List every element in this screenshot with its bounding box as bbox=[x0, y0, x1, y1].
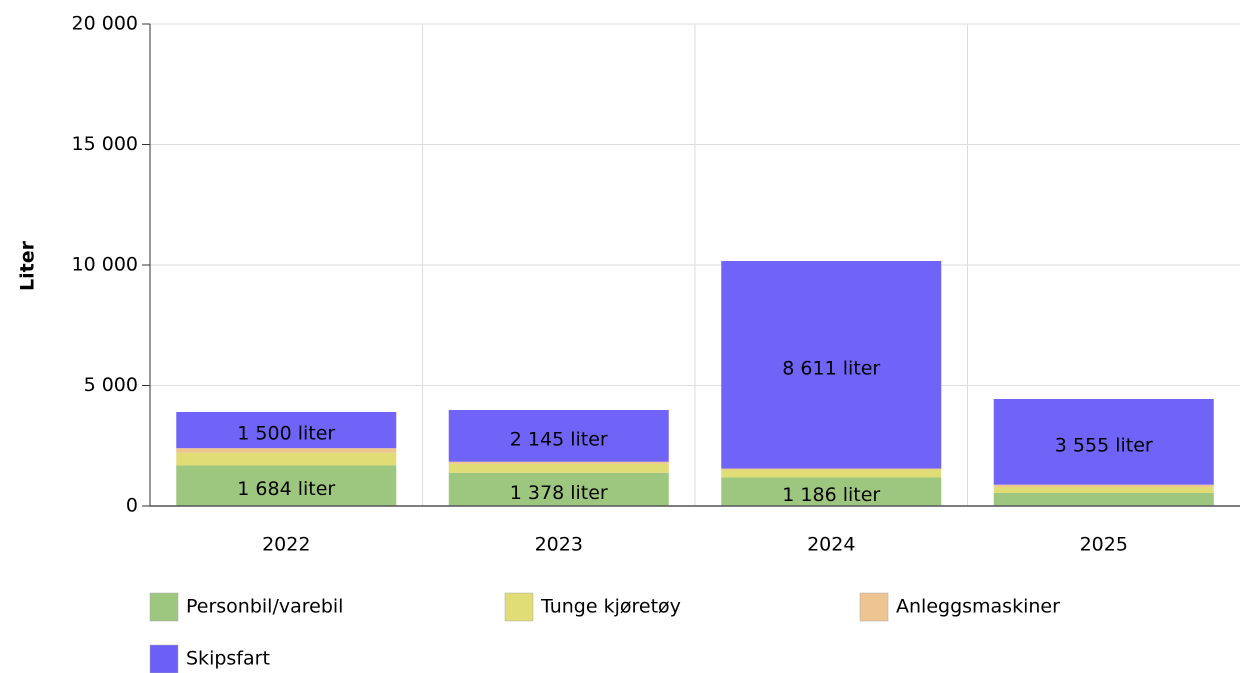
y-axis-label: Liter bbox=[17, 240, 39, 291]
bar-segment bbox=[448, 410, 669, 462]
legend-label: Anleggsmaskiner bbox=[896, 596, 1060, 618]
y-tick-label: 5 000 bbox=[84, 374, 138, 396]
legend-label: Personbil/varebil bbox=[186, 596, 343, 618]
bar-segment bbox=[721, 477, 942, 506]
x-tick-label: 2023 bbox=[535, 534, 583, 556]
value-label: 1 378 liter bbox=[510, 482, 608, 504]
x-tick-label: 2024 bbox=[807, 534, 855, 556]
legend-label: Skipsfart bbox=[186, 648, 270, 670]
bar-segment bbox=[176, 448, 397, 453]
bar-segment bbox=[176, 412, 397, 449]
value-label: 3 555 liter bbox=[1055, 434, 1153, 456]
y-tick-label: 0 bbox=[126, 495, 138, 517]
bar-segment bbox=[176, 452, 397, 466]
bar-segment bbox=[176, 465, 397, 506]
bar-segment bbox=[721, 468, 942, 470]
bar-segment bbox=[721, 260, 942, 469]
bar-segment bbox=[721, 469, 942, 478]
bar-segment bbox=[448, 463, 669, 473]
value-label: 8 611 liter bbox=[782, 357, 880, 379]
bar-segment bbox=[993, 484, 1214, 487]
value-label: 2 145 liter bbox=[510, 428, 608, 450]
legend-label: Tunge kjøretøy bbox=[540, 596, 681, 618]
bar-segment bbox=[993, 486, 1214, 493]
y-tick-label: 15 000 bbox=[72, 133, 138, 155]
bar-segment bbox=[993, 398, 1214, 485]
legend-swatch bbox=[149, 644, 179, 673]
legend-swatch bbox=[859, 592, 889, 622]
legend-swatch bbox=[149, 592, 179, 622]
x-tick-label: 2022 bbox=[262, 534, 310, 556]
y-tick-label: 10 000 bbox=[72, 254, 138, 276]
bar-segment bbox=[448, 472, 669, 506]
bar-segment bbox=[993, 492, 1214, 506]
legend-swatch bbox=[504, 592, 534, 622]
bar-segment bbox=[448, 461, 669, 464]
value-label: 1 684 liter bbox=[237, 478, 335, 500]
x-tick-label: 2025 bbox=[1080, 534, 1128, 556]
value-label: 1 186 liter bbox=[782, 484, 880, 506]
value-label: 1 500 liter bbox=[237, 423, 335, 445]
y-tick-label: 20 000 bbox=[72, 13, 138, 35]
